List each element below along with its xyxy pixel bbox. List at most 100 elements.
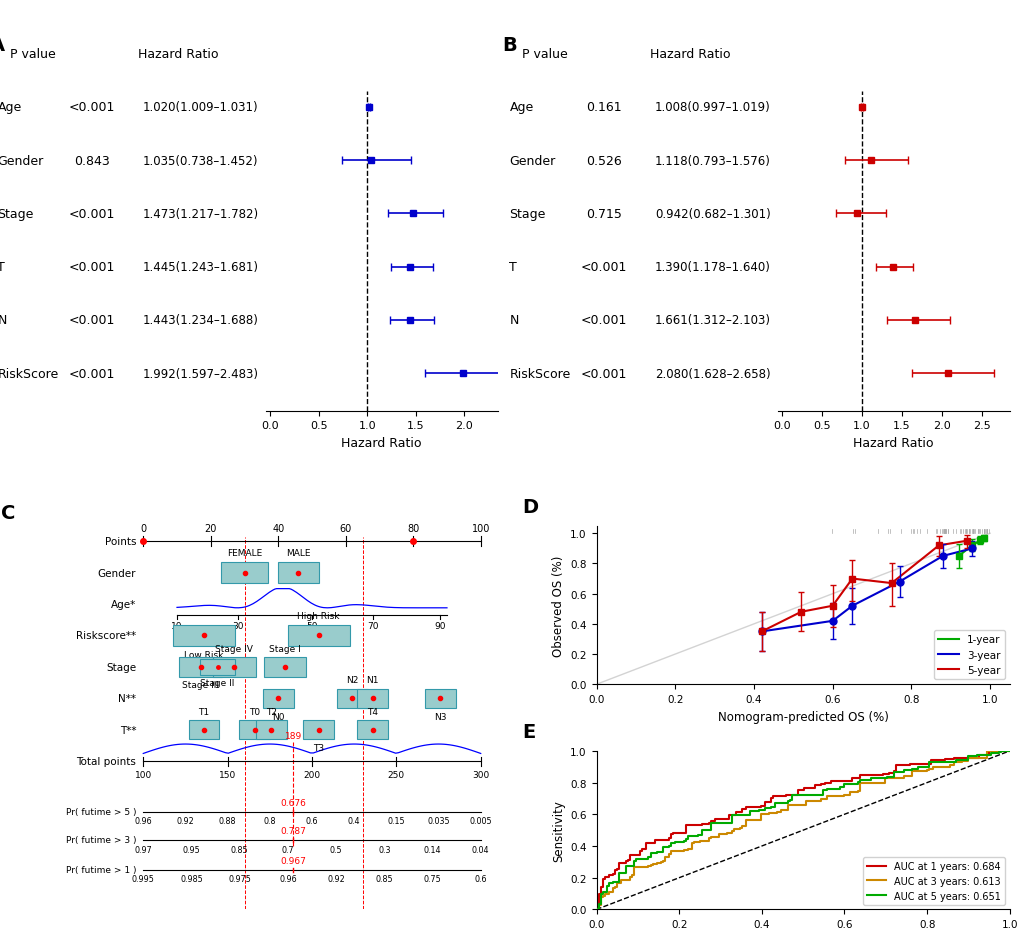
Text: High Risk: High Risk [298, 612, 339, 621]
Text: 0.3: 0.3 [378, 844, 390, 854]
Text: 0.96: 0.96 [279, 874, 297, 883]
Text: 40: 40 [272, 523, 284, 533]
Text: <0.001: <0.001 [68, 261, 115, 274]
Text: 1.118(0.793–1.576): 1.118(0.793–1.576) [654, 154, 770, 167]
Text: 0: 0 [140, 523, 146, 533]
Text: <0.001: <0.001 [580, 367, 627, 380]
FancyBboxPatch shape [336, 689, 368, 708]
Text: Pr( futime > 1 ): Pr( futime > 1 ) [65, 866, 136, 874]
Text: N**: N** [118, 693, 136, 703]
Text: C: C [1, 503, 15, 522]
Text: 0.97: 0.97 [135, 844, 152, 854]
Text: 10: 10 [171, 622, 182, 630]
Text: Gender: Gender [0, 154, 44, 167]
Text: 1.008(0.997–1.019): 1.008(0.997–1.019) [654, 101, 770, 114]
Text: Age*: Age* [111, 599, 136, 610]
Text: 0.14: 0.14 [423, 844, 441, 854]
Text: Pr( futime > 3 ): Pr( futime > 3 ) [65, 835, 136, 844]
Text: Gender: Gender [98, 568, 136, 578]
FancyBboxPatch shape [263, 689, 293, 708]
Text: Age: Age [0, 101, 21, 114]
Text: Points: Points [105, 536, 136, 547]
Text: 0.967: 0.967 [280, 857, 306, 865]
Text: 0.6: 0.6 [306, 817, 318, 825]
Text: 0.88: 0.88 [219, 817, 236, 825]
Text: 0.04: 0.04 [472, 844, 489, 854]
Text: RiskScore: RiskScore [0, 367, 59, 380]
Text: N1: N1 [366, 676, 379, 685]
Text: P value: P value [522, 48, 568, 61]
Text: T0: T0 [249, 707, 260, 715]
Text: <0.001: <0.001 [68, 315, 115, 328]
Text: T1: T1 [199, 707, 209, 715]
Text: 1.020(1.009–1.031): 1.020(1.009–1.031) [143, 101, 259, 114]
Text: 30: 30 [231, 622, 244, 630]
Text: 100: 100 [135, 770, 152, 779]
Text: 0.843: 0.843 [74, 154, 110, 167]
X-axis label: Hazard Ratio: Hazard Ratio [853, 436, 933, 449]
Text: <0.001: <0.001 [580, 315, 627, 328]
Legend: 1-year, 3-year, 5-year: 1-year, 3-year, 5-year [932, 631, 1004, 679]
Text: Stage: Stage [106, 663, 136, 672]
Text: 50: 50 [306, 622, 318, 630]
Text: 90: 90 [434, 622, 445, 630]
Text: Age: Age [508, 101, 533, 114]
Text: 0.85: 0.85 [230, 844, 249, 854]
Text: Stage III: Stage III [182, 680, 219, 690]
Text: 200: 200 [303, 770, 320, 779]
Text: 20: 20 [205, 523, 217, 533]
Text: Gender: Gender [508, 154, 555, 167]
Text: 250: 250 [387, 770, 405, 779]
Text: 0.8: 0.8 [263, 817, 276, 825]
Text: B: B [501, 36, 516, 55]
FancyBboxPatch shape [357, 689, 388, 708]
Text: D: D [522, 497, 538, 517]
Text: 189: 189 [284, 731, 302, 741]
Text: 300: 300 [472, 770, 489, 779]
Text: Stage II: Stage II [200, 678, 234, 688]
X-axis label: Nomogram-predicted OS (%): Nomogram-predicted OS (%) [717, 710, 888, 723]
FancyBboxPatch shape [213, 658, 256, 677]
Text: Low Risk: Low Risk [184, 651, 223, 659]
Text: T: T [0, 261, 5, 274]
Text: Hazard Ratio: Hazard Ratio [138, 48, 218, 61]
FancyBboxPatch shape [173, 625, 234, 646]
Text: 1.390(1.178–1.640): 1.390(1.178–1.640) [654, 261, 770, 274]
Text: 0.787: 0.787 [280, 827, 306, 835]
FancyBboxPatch shape [303, 720, 334, 740]
Text: 0.96: 0.96 [135, 817, 152, 825]
Text: Stage: Stage [0, 208, 34, 221]
FancyBboxPatch shape [424, 689, 455, 708]
Text: 0.005: 0.005 [469, 817, 491, 825]
FancyBboxPatch shape [200, 660, 235, 675]
Text: 0.526: 0.526 [586, 154, 622, 167]
Text: 0.4: 0.4 [347, 817, 360, 825]
FancyBboxPatch shape [220, 562, 268, 584]
Text: 0.676: 0.676 [280, 798, 306, 807]
Text: 100: 100 [471, 523, 489, 533]
FancyBboxPatch shape [238, 720, 270, 740]
Text: RiskScore: RiskScore [508, 367, 570, 380]
Text: 1.445(1.243–1.681): 1.445(1.243–1.681) [143, 261, 259, 274]
Text: 0.7: 0.7 [281, 844, 293, 854]
FancyBboxPatch shape [179, 658, 222, 677]
Text: 1.035(0.738–1.452): 1.035(0.738–1.452) [143, 154, 258, 167]
Text: MALE: MALE [286, 548, 311, 558]
Text: 1.443(1.234–1.688): 1.443(1.234–1.688) [143, 315, 259, 328]
Text: 2.080(1.628–2.658): 2.080(1.628–2.658) [654, 367, 770, 380]
FancyBboxPatch shape [256, 720, 286, 740]
Text: Stage: Stage [508, 208, 545, 221]
Text: 70: 70 [367, 622, 378, 630]
Text: <0.001: <0.001 [580, 261, 627, 274]
Text: T: T [508, 261, 517, 274]
Text: T4: T4 [367, 707, 378, 715]
Text: <0.001: <0.001 [68, 101, 115, 114]
Text: <0.001: <0.001 [68, 367, 115, 380]
Text: T**: T** [119, 725, 136, 735]
FancyBboxPatch shape [278, 562, 318, 584]
Text: <0.001: <0.001 [68, 208, 115, 221]
Text: Stage IV: Stage IV [215, 644, 253, 653]
Text: N0: N0 [272, 712, 284, 721]
Text: 0.5: 0.5 [329, 844, 342, 854]
Text: Total points: Total points [76, 756, 136, 767]
